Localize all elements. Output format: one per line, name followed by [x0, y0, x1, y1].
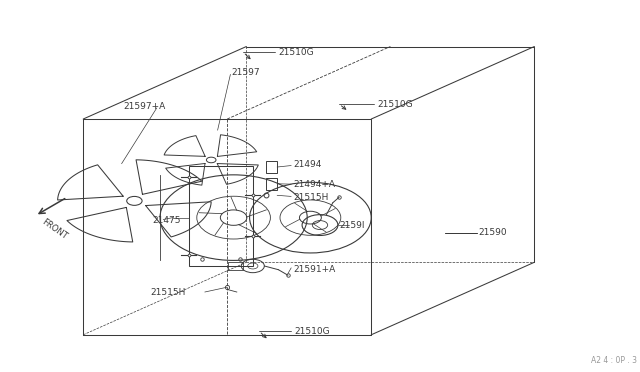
Text: 21494+A: 21494+A — [293, 180, 335, 189]
Text: 21591+A: 21591+A — [293, 265, 335, 274]
Text: 2159I: 2159I — [339, 221, 365, 230]
Text: A2 4 : 0P . 3: A2 4 : 0P . 3 — [591, 356, 637, 365]
Text: 21510G: 21510G — [294, 327, 330, 336]
Text: 21590: 21590 — [479, 228, 508, 237]
Text: 21515H: 21515H — [150, 288, 186, 297]
Text: 21510G: 21510G — [278, 48, 314, 57]
Text: 21597+A: 21597+A — [123, 102, 165, 110]
Bar — [266, 178, 277, 190]
Text: 21494: 21494 — [293, 160, 321, 169]
Text: 21475: 21475 — [152, 216, 181, 225]
Bar — [189, 166, 253, 266]
Bar — [266, 161, 277, 173]
Text: 21597: 21597 — [232, 68, 260, 77]
Text: 21510G: 21510G — [378, 100, 413, 109]
Text: FRONT: FRONT — [40, 217, 68, 241]
Text: 21515H: 21515H — [293, 193, 328, 202]
Bar — [228, 262, 243, 270]
